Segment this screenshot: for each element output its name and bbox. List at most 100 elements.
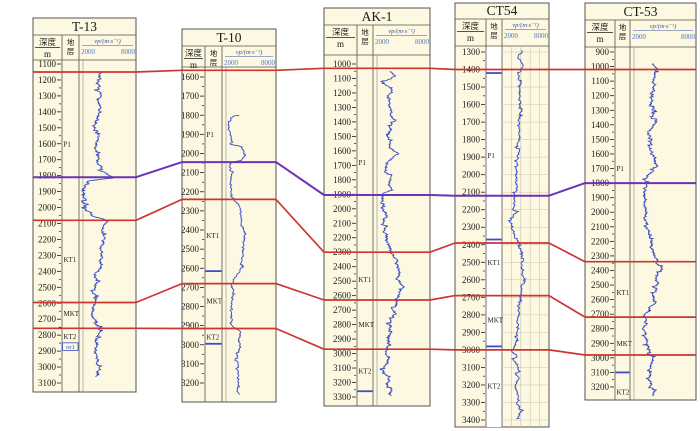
depth-label: 2900: [591, 338, 610, 348]
depth-label: 1600: [38, 139, 57, 149]
depth-label: 3100: [462, 362, 481, 372]
depth-label: 1700: [591, 164, 610, 174]
velocity-scale-max: 8000: [415, 38, 430, 46]
velocity-curve-AK-1: [379, 71, 406, 396]
depth-label: 2100: [591, 222, 610, 232]
depth-label: 1200: [333, 88, 352, 98]
depth-label: 2300: [462, 222, 481, 232]
depth-label: 2600: [181, 263, 200, 273]
depth-label: 1500: [591, 134, 610, 144]
depth-label: 1900: [38, 187, 57, 197]
strata-unit-label: MKT: [488, 317, 504, 325]
depth-label: 2400: [462, 240, 481, 250]
strata-header-char2: 层: [210, 58, 218, 67]
depth-label: 3100: [38, 378, 57, 388]
depth-label: 1600: [181, 72, 200, 82]
depth-label: 2900: [181, 321, 200, 331]
depth-unit-label: m: [596, 34, 603, 44]
depth-label: 2700: [181, 282, 200, 292]
velocity-header-label: vp/(m·s⁻¹): [388, 28, 415, 35]
velocity-scale-max: 8000: [261, 59, 276, 67]
depth-label: 3200: [181, 378, 200, 388]
depth-label: 1300: [462, 47, 481, 57]
depth-label: 3200: [333, 378, 352, 388]
depth-header-label: 深度: [462, 21, 480, 31]
strata-unit-label: P1: [64, 140, 72, 148]
depth-label: 2700: [591, 309, 610, 319]
panel-box: [32, 17, 137, 393]
depth-label: 1300: [591, 105, 610, 115]
strata-unit-label: KT1: [488, 259, 501, 267]
depth-label: 2500: [181, 244, 200, 254]
depth-label: 2700: [333, 305, 352, 315]
strata-extra-box: [62, 342, 79, 351]
depth-label: 1600: [462, 100, 481, 110]
depth-label: 2500: [462, 257, 481, 267]
depth-label: 2500: [591, 280, 610, 290]
depth-label: 2500: [38, 282, 57, 292]
depth-label: 2000: [591, 207, 610, 217]
depth-label: 1100: [591, 76, 609, 86]
depth-label: 2200: [333, 233, 352, 243]
strata-header-char2: 层: [619, 32, 627, 41]
horizon-line-red-3: [33, 282, 696, 318]
depth-label: 1800: [181, 110, 200, 120]
strata-header-char1: 地: [210, 48, 218, 58]
depth-label: 3400: [462, 415, 481, 425]
depth-label: 2300: [38, 250, 57, 260]
depth-label: 900: [596, 47, 610, 57]
depth-label: 1400: [333, 117, 352, 127]
depth-header-label: 深度: [332, 27, 350, 37]
strata-header-char1: 地: [490, 21, 498, 31]
depth-label: 1900: [181, 129, 200, 139]
strata-unit-label: MKT: [207, 297, 223, 305]
depth-label: 3000: [591, 353, 610, 363]
horizon-line-red-2: [33, 198, 696, 263]
depth-label: 3300: [462, 397, 481, 407]
depth-label: 2500: [333, 276, 352, 286]
depth-header-label: 深度: [39, 37, 57, 47]
velocity-scale-max: 8000: [121, 48, 136, 56]
depth-unit-label: m: [467, 33, 474, 43]
depth-label: 2800: [333, 320, 352, 330]
depth-label: 2900: [38, 346, 57, 356]
depth-label: 2200: [462, 205, 481, 215]
velocity-scale-min: 2000: [81, 48, 96, 56]
strata-header-char2: 层: [361, 37, 369, 46]
track-grid: [502, 46, 549, 427]
velocity-scale-min: 2000: [504, 32, 519, 40]
strata-unit-label: P1: [488, 152, 496, 160]
depth-label: 3000: [333, 349, 352, 359]
depth-label: 1500: [462, 82, 481, 92]
depth-label: 1000: [333, 59, 352, 69]
depth-label: 2200: [591, 236, 610, 246]
depth-label: 3100: [181, 359, 200, 369]
strata-unit-label: KT2: [488, 382, 501, 390]
velocity-scale-min: 2000: [224, 59, 239, 67]
well-title: CT54: [487, 3, 518, 18]
well-title: AK-1: [362, 9, 393, 24]
depth-label: 2400: [333, 262, 352, 272]
strata-unit-label: KT1: [64, 256, 77, 264]
strata-unit-label: KT2: [207, 334, 220, 342]
depth-label: 3200: [462, 380, 481, 390]
velocity-curve-CT-53: [641, 63, 664, 397]
velocity-scale-max: 8000: [681, 33, 696, 41]
velocity-curve-T-13: [80, 71, 114, 378]
depth-label: 3300: [333, 392, 352, 402]
well-title: T-13: [72, 19, 97, 34]
depth-label: 2800: [462, 310, 481, 320]
depth-label: 2900: [462, 327, 481, 337]
depth-label: 2400: [181, 225, 200, 235]
depth-label: 2600: [333, 291, 352, 301]
depth-label: 2200: [181, 187, 200, 197]
depth-label: 2600: [462, 275, 481, 285]
strata-header-char1: 地: [67, 37, 75, 47]
depth-label: 2100: [333, 218, 352, 228]
depth-label: 2600: [591, 295, 610, 305]
depth-label: 1200: [591, 91, 610, 101]
